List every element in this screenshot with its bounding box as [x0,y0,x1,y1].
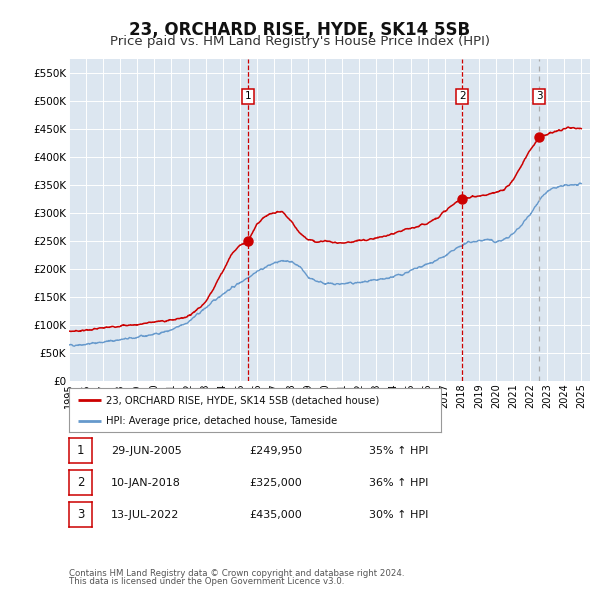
Text: 23, ORCHARD RISE, HYDE, SK14 5SB: 23, ORCHARD RISE, HYDE, SK14 5SB [130,21,470,40]
Text: 10-JAN-2018: 10-JAN-2018 [111,478,181,488]
Text: 1: 1 [77,444,84,457]
Text: HPI: Average price, detached house, Tameside: HPI: Average price, detached house, Tame… [106,416,337,426]
Text: 29-JUN-2005: 29-JUN-2005 [111,447,182,456]
Text: 35% ↑ HPI: 35% ↑ HPI [369,447,428,456]
Text: 30% ↑ HPI: 30% ↑ HPI [369,510,428,520]
Text: 36% ↑ HPI: 36% ↑ HPI [369,478,428,488]
Text: 3: 3 [536,91,542,101]
Text: 3: 3 [77,508,84,521]
Text: £325,000: £325,000 [249,478,302,488]
Text: 13-JUL-2022: 13-JUL-2022 [111,510,179,520]
Text: £435,000: £435,000 [249,510,302,520]
Text: Price paid vs. HM Land Registry's House Price Index (HPI): Price paid vs. HM Land Registry's House … [110,35,490,48]
Text: Contains HM Land Registry data © Crown copyright and database right 2024.: Contains HM Land Registry data © Crown c… [69,569,404,578]
Text: 2: 2 [77,476,84,489]
Text: £249,950: £249,950 [249,447,302,456]
Text: 1: 1 [245,91,251,101]
Text: 23, ORCHARD RISE, HYDE, SK14 5SB (detached house): 23, ORCHARD RISE, HYDE, SK14 5SB (detach… [106,395,379,405]
Text: 2: 2 [459,91,466,101]
Text: This data is licensed under the Open Government Licence v3.0.: This data is licensed under the Open Gov… [69,578,344,586]
